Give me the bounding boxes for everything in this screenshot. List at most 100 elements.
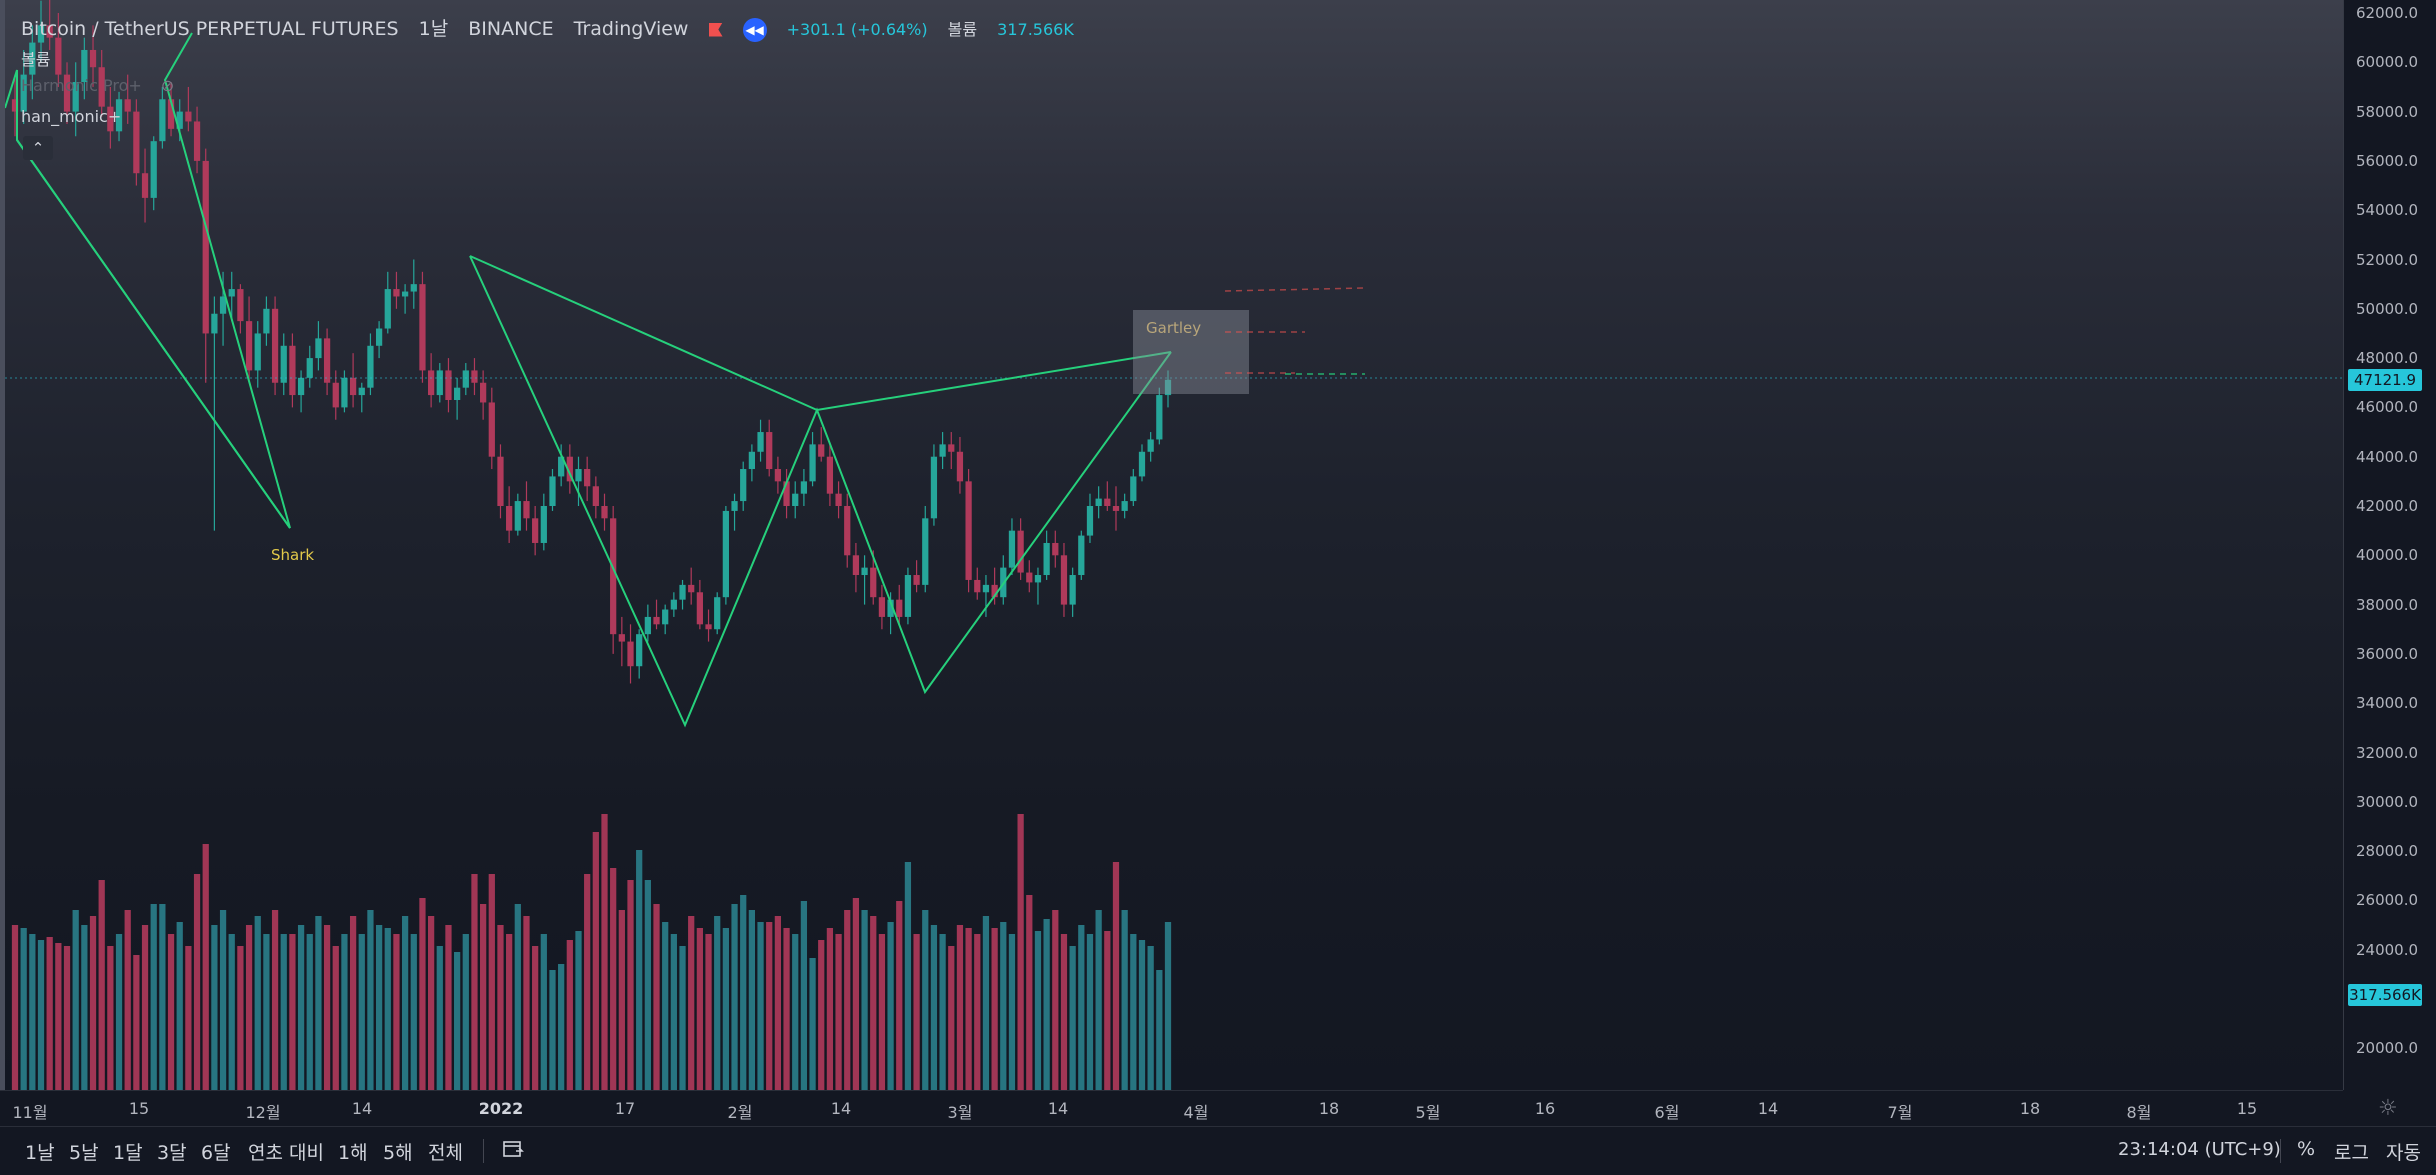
volume-bar [939,934,946,1090]
range-button[interactable]: 전체 [428,1142,463,1164]
candle-body [1060,555,1068,605]
volume-bar [1121,910,1128,1090]
eye-off-icon[interactable]: ⊘ [160,76,175,95]
volume-bar [809,958,816,1090]
indicator-harmonic[interactable]: han_monic+ [21,107,122,126]
range-button[interactable]: 연초 대비 [248,1142,324,1164]
rewind-icon[interactable]: ◀◀ [742,17,767,42]
indicator-volume[interactable]: 볼륨 [21,50,51,69]
bottom-toolbar: 1날 5날 1달 3달 6달 연초 대비 1해 5해 전체 23:14:04 (UTC+9) %… [0,1126,2436,1175]
candle-body [670,599,677,610]
candle-body [427,370,435,396]
volume-bar [835,934,842,1090]
range-button[interactable]: 1해 [338,1142,368,1164]
volume-bar [1052,910,1059,1090]
volume-bar [584,874,591,1090]
volume-bar [358,934,365,1090]
auto-scale-button[interactable]: 자동 [2386,1142,2421,1164]
symbol-name[interactable]: Bitcoin / TetherUS PERPETUAL FUTURES [21,18,399,40]
range-button[interactable]: 1달 [113,1142,143,1164]
price-tick-label: 50000.0 [2356,299,2419,318]
candle-body [358,387,365,396]
volume-bar [11,925,19,1090]
volume-bar [37,940,45,1090]
flag-icon[interactable] [708,22,723,37]
candle-body [835,493,842,506]
candle-body [930,456,938,519]
divider [2280,1139,2281,1163]
volume-bar [133,955,140,1090]
time-tick-label: 2022 [478,1099,524,1118]
gear-icon[interactable]: ☼ [2378,1096,2398,1121]
price-tick-label: 34000.0 [2356,694,2419,713]
range-button[interactable]: 3달 [157,1142,187,1164]
volume-bar [289,934,296,1090]
time-tick-label: 6월 [1654,1103,1680,1122]
volume-bar [540,934,547,1090]
candle-body [228,289,235,297]
price-tick-label: 54000.0 [2356,201,2419,220]
time-tick-label: 14 [1757,1099,1779,1118]
volume-bar [662,922,669,1090]
volume-bar [436,946,443,1090]
shark-label: Shark [271,546,314,564]
price-axis[interactable]: 62000.0 60000.0 58000.0 56000.0 54000.0 52000… [2343,0,2436,1090]
price-tick-label: 20000.0 [2356,1039,2419,1058]
time-tick-label: 15 [128,1099,150,1118]
range-button[interactable]: 1날 [25,1142,55,1164]
volume-bars [11,814,1172,1090]
price-tick-label: 38000.0 [2356,595,2419,614]
time-tick-label: 11월 [12,1103,48,1122]
candle-body [480,382,487,403]
time-axis[interactable]: 11월 15 12월 14 2022 17 2월 14 3월 14 4월 18 5월 16 6월 14 7월 18… [0,1090,2343,1127]
candle-body [375,328,383,346]
volume-bar [904,862,912,1090]
volume-bar [480,904,487,1090]
volume-bar [740,895,747,1090]
candle-body [653,616,660,625]
volume-bar [506,934,513,1090]
volume-bar [1086,934,1094,1090]
interval-label[interactable]: 1날 [418,18,449,40]
indicator-hidden[interactable]: Harmonic Pro+ ⊘ [21,76,174,95]
log-scale-button[interactable]: 로그 [2334,1142,2369,1164]
range-button[interactable]: 5날 [69,1142,99,1164]
candle-body [618,634,625,642]
candle-body [731,501,738,511]
volume-bar [124,910,131,1090]
volume-bar [653,904,660,1090]
chart-area[interactable]: Shark Gartley Bitcoin / TetherUS PERPETU… [0,0,2343,1090]
volume-bar [1156,970,1163,1090]
candle-body [133,111,140,174]
symbol-legend[interactable]: Bitcoin / TetherUS PERPETUAL FUTURES 1날 … [21,14,1088,42]
candle-body [176,111,183,129]
percent-scale-button[interactable]: % [2297,1138,2316,1160]
range-button[interactable]: 5해 [383,1142,413,1164]
volume-bar [159,904,166,1090]
candle-body [202,160,209,334]
clock[interactable]: 23:14:04 (UTC+9) [2118,1139,2281,1160]
candle-body [1164,379,1172,396]
candle-body [341,377,348,408]
time-tick-label: 2월 [727,1103,753,1122]
price-chart[interactable]: Shark Gartley [5,0,2343,1090]
volume-bar [1026,895,1033,1090]
volume-bar [852,898,860,1090]
goto-date-icon[interactable] [502,1138,524,1160]
price-tick-label: 36000.0 [2356,644,2419,663]
volume-bar [1104,931,1111,1090]
volume-bar [1095,910,1102,1090]
volume-bar [29,934,36,1090]
collapse-indicators-button[interactable]: ⌃ [23,136,53,160]
candle-body [636,634,643,667]
candle-body [662,609,669,625]
candle-body [115,99,123,132]
volume-bar [644,880,651,1090]
candle-body [245,321,253,371]
candle-body [150,141,157,198]
volume-bar [1138,940,1146,1090]
range-button[interactable]: 6달 [201,1142,231,1164]
volume-bar [375,925,383,1090]
time-tick-label: 14 [351,1099,373,1118]
price-tick-label: 56000.0 [2356,151,2419,170]
